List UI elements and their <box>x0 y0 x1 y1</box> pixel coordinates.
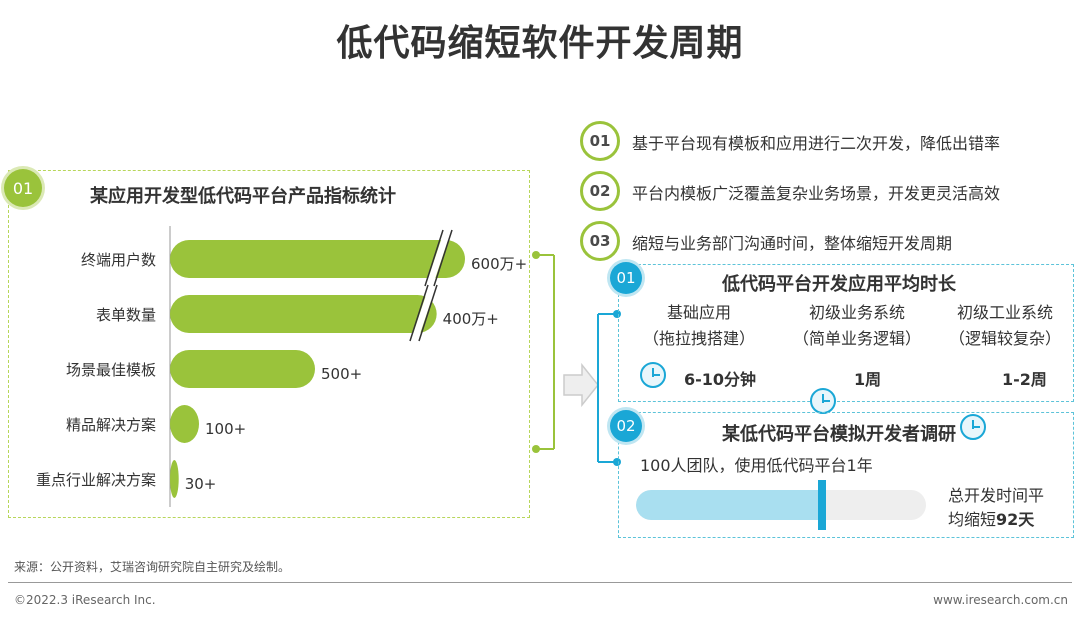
panel-a-title: 低代码平台开发应用平均时长 <box>722 274 956 295</box>
result-line2: 均缩短92天 <box>948 510 1035 529</box>
bar <box>170 240 465 278</box>
developer-survey-panel <box>618 412 1074 538</box>
clock-icon <box>640 362 666 388</box>
value-label: 400万+ <box>443 310 499 328</box>
footer-divider <box>8 582 1072 583</box>
panel-badge: 01 <box>4 169 42 207</box>
panel-b-badge: 02 <box>610 410 642 442</box>
col-business-line2: （简单业务逻辑） <box>792 329 921 348</box>
bar <box>170 295 437 333</box>
result-line1: 总开发时间平 <box>948 486 1045 505</box>
duration-industrial: 1-2周 <box>1002 370 1047 389</box>
list-item-03-badge: 03 <box>580 221 620 261</box>
col-industrial-line1: 初级工业系统 <box>956 303 1053 322</box>
time-saved-marker <box>817 480 826 530</box>
bar <box>170 460 179 498</box>
category-label: 终端用户数 <box>81 251 156 269</box>
category-label: 精品解决方案 <box>66 416 156 434</box>
blue-connector <box>597 310 621 466</box>
page-title: 低代码缩短软件开发周期 <box>336 23 744 64</box>
bar <box>170 350 315 388</box>
indicator-panel <box>8 170 530 518</box>
clock-icon <box>810 388 836 414</box>
source-note: 来源：公开资料，艾瑞咨询研究院自主研究及绘制。 <box>14 560 291 574</box>
category-label: 重点行业解决方案 <box>36 471 156 489</box>
list-item-01-badge: 01 <box>580 121 620 161</box>
time-saved-fill <box>636 490 822 520</box>
panel-a-badge: 01 <box>610 262 642 294</box>
chart-title: 某应用开发型低代码平台产品指标统计 <box>90 186 396 207</box>
col-industrial-line2: （逻辑较复杂） <box>948 329 1061 348</box>
list-item-02-badge: 02 <box>580 171 620 211</box>
axis-break-gap <box>427 234 450 282</box>
axis-break-mark <box>424 229 453 287</box>
bar <box>170 405 199 443</box>
value-label: 500+ <box>321 365 362 383</box>
value-label: 100+ <box>205 420 246 438</box>
website: www.iresearch.com.cn <box>933 593 1068 607</box>
list-item-02-text: 平台内模板广泛覆盖复杂业务场景，开发更灵活高效 <box>632 184 1001 203</box>
team-description: 100人团队，使用低代码平台1年 <box>640 456 873 475</box>
result-value: 92天 <box>996 510 1035 529</box>
duration-basic: 6-10分钟 <box>684 370 757 389</box>
axis-break-gap <box>412 289 435 337</box>
panel-b-title: 某低代码平台模拟开发者调研 <box>722 424 956 445</box>
list-item-03-text: 缩短与业务部门沟通时间，整体缩短开发周期 <box>632 234 953 253</box>
list-item-01-text: 基于平台现有模板和应用进行二次开发，降低出错率 <box>632 134 1001 153</box>
value-label: 600万+ <box>471 255 527 273</box>
connector-lines <box>532 251 599 453</box>
col-basic-line1: 基础应用 <box>666 303 731 322</box>
category-label: 表单数量 <box>96 306 156 324</box>
duration-business: 1周 <box>854 370 882 389</box>
value-label: 30+ <box>185 475 217 493</box>
axis-break-mark <box>409 284 438 342</box>
bar-chart: 终端用户数 600万+ 表单数量 400万+ 场景最佳模板 500+ 精品解决方案 100+ 重… <box>36 226 527 507</box>
category-label: 场景最佳模板 <box>66 361 156 379</box>
time-saved-bar <box>636 490 926 520</box>
arrow-right-icon <box>563 362 599 408</box>
col-business-line1: 初级业务系统 <box>808 303 905 322</box>
col-basic-line2: （拖拉拽搭建） <box>642 329 755 348</box>
clock-icon <box>960 414 986 440</box>
copyright: ©2022.3 iResearch Inc. <box>14 593 156 607</box>
avg-duration-panel <box>618 264 1074 402</box>
